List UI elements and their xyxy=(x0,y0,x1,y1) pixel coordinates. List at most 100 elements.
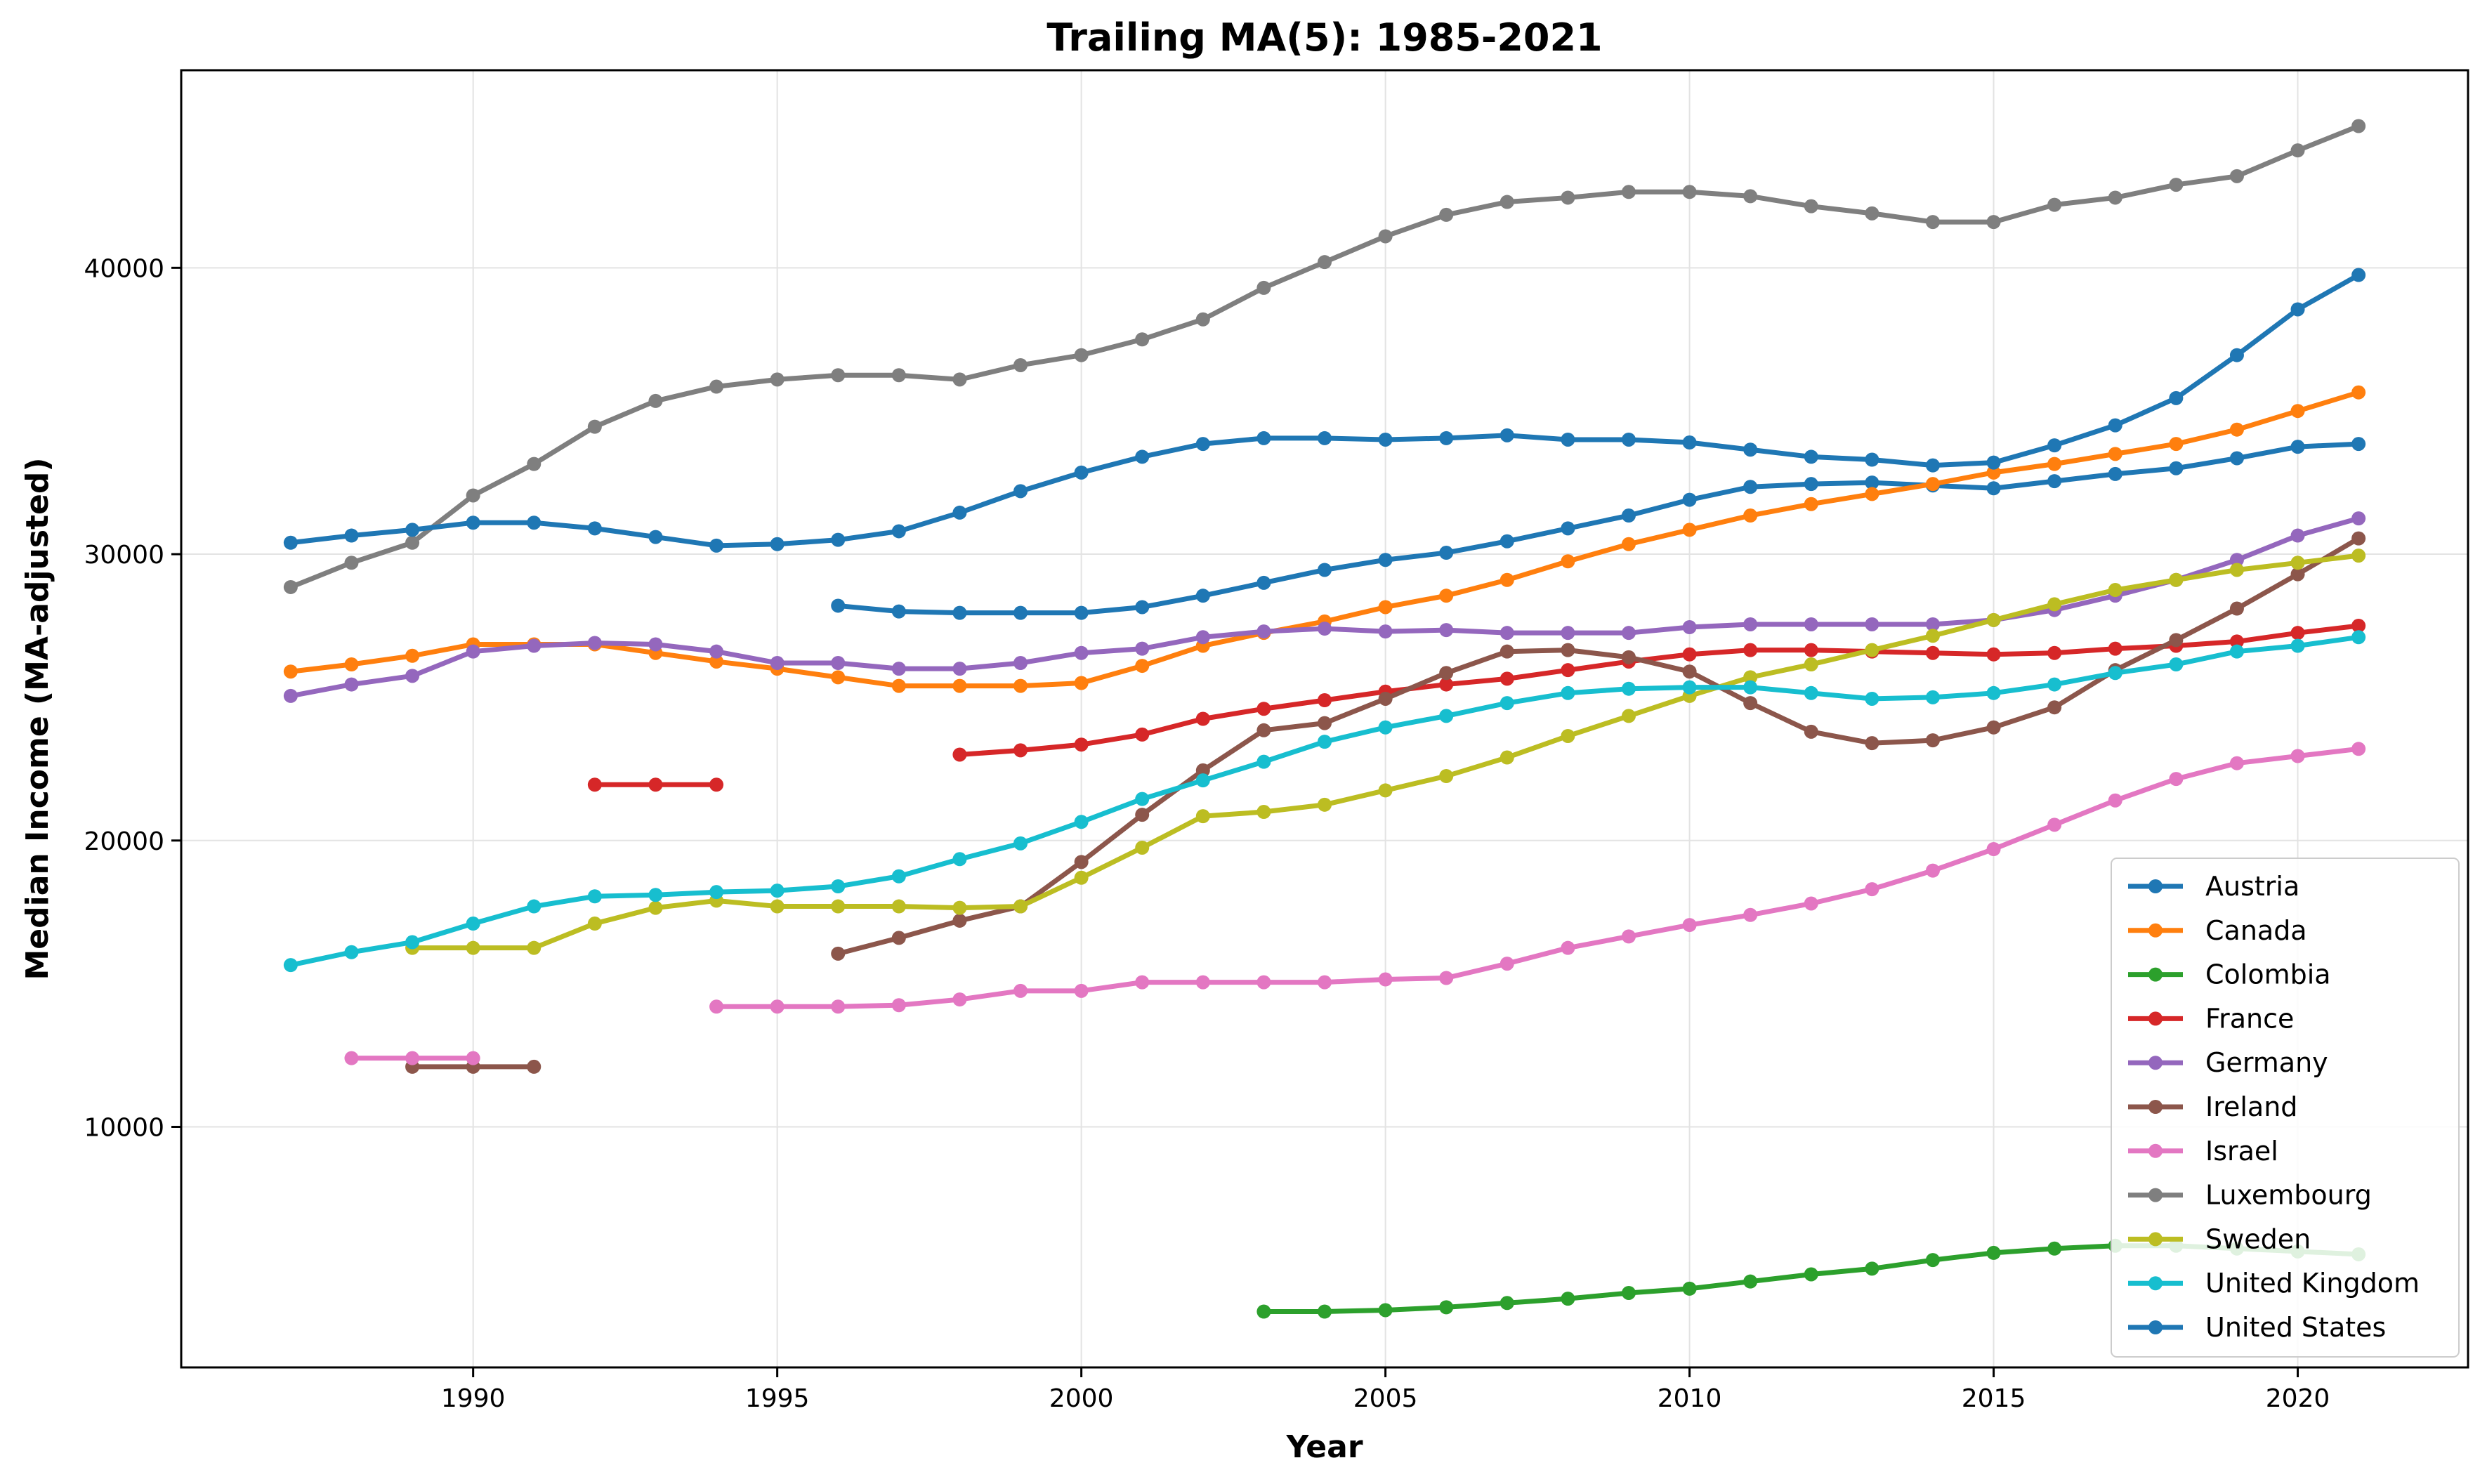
data-point-germany xyxy=(2351,511,2366,526)
legend-label: Canada xyxy=(2205,915,2307,946)
data-point-sweden xyxy=(1743,670,1758,685)
legend-item-luxembourg: Luxembourg xyxy=(2128,1180,2372,1211)
data-point-colombia xyxy=(1682,1281,1697,1296)
data-point-sweden xyxy=(1500,750,1514,765)
data-point-luxembourg xyxy=(2229,169,2244,183)
series-france xyxy=(587,618,2366,792)
data-point-france xyxy=(1074,737,1089,752)
data-point-france xyxy=(2229,634,2244,649)
data-point-canada xyxy=(2351,385,2366,400)
data-point-austria xyxy=(1500,534,1514,549)
data-point-germany xyxy=(1743,617,1758,631)
data-point-canada xyxy=(1682,523,1697,537)
data-point-luxembourg xyxy=(770,372,785,387)
data-point-ireland xyxy=(2290,567,2305,582)
y-axis-title: Median Income (MA-adjusted) xyxy=(20,457,55,980)
data-point-united-states xyxy=(1013,484,1028,499)
legend-label: Ireland xyxy=(2205,1091,2297,1122)
data-point-luxembourg xyxy=(1013,357,1028,372)
data-point-ireland xyxy=(1074,855,1089,869)
legend-label: Sweden xyxy=(2205,1223,2311,1254)
data-point-ireland xyxy=(1925,733,1940,748)
legend-item-germany: Germany xyxy=(2128,1047,2328,1078)
data-point-canada xyxy=(1743,508,1758,523)
data-point-united-states xyxy=(1195,437,1210,452)
data-point-sweden xyxy=(1318,797,1332,812)
data-point-sweden xyxy=(1439,769,1454,784)
data-point-germany xyxy=(709,644,724,659)
data-point-germany xyxy=(648,637,663,652)
series-line-austria xyxy=(835,441,2361,616)
data-point-ireland xyxy=(1621,650,1636,664)
series-sweden xyxy=(405,549,2366,955)
data-point-israel xyxy=(770,999,785,1014)
data-point-sweden xyxy=(1195,809,1210,824)
data-point-sweden xyxy=(2169,572,2184,587)
data-point-france xyxy=(1135,727,1150,742)
data-point-united-states xyxy=(2108,418,2122,433)
data-point-sweden xyxy=(2229,563,2244,577)
data-point-ireland xyxy=(1804,724,1818,739)
data-point-austria xyxy=(831,598,846,613)
data-point-canada xyxy=(2108,447,2122,461)
data-point-sweden xyxy=(527,940,542,955)
data-point-canada xyxy=(1986,465,2001,480)
data-point-united-kingdom xyxy=(709,885,724,900)
data-point-united-states xyxy=(648,530,663,544)
data-point-colombia xyxy=(1865,1261,1879,1276)
data-point-united-states xyxy=(1500,428,1514,442)
data-point-germany xyxy=(283,688,298,703)
data-point-united-states xyxy=(2229,348,2244,362)
data-point-luxembourg xyxy=(1135,332,1150,347)
data-point-austria xyxy=(2229,451,2244,466)
series-israel xyxy=(344,742,2366,1065)
data-point-luxembourg xyxy=(2290,143,2305,158)
data-point-austria xyxy=(1743,480,1758,494)
data-point-austria xyxy=(1013,605,1028,620)
grid xyxy=(181,70,2468,1367)
legend-label: Israel xyxy=(2205,1136,2278,1167)
data-point-sweden xyxy=(2047,597,2062,612)
legend-marker xyxy=(2148,1188,2163,1202)
data-point-canada xyxy=(709,654,724,669)
data-point-israel xyxy=(1986,842,2001,857)
data-point-luxembourg xyxy=(1682,185,1697,199)
data-point-united-kingdom xyxy=(648,888,663,902)
legend-marker xyxy=(2148,1011,2163,1026)
data-point-germany xyxy=(1561,626,1575,641)
data-point-united-kingdom xyxy=(283,958,298,973)
data-point-ireland xyxy=(1865,736,1879,751)
data-point-united-kingdom xyxy=(587,889,602,904)
data-point-luxembourg xyxy=(2108,190,2122,205)
data-point-canada xyxy=(1439,589,1454,603)
data-point-luxembourg xyxy=(1743,189,1758,204)
data-point-luxembourg xyxy=(466,488,480,503)
data-point-united-kingdom xyxy=(1074,815,1089,829)
data-point-luxembourg xyxy=(1621,185,1636,199)
data-point-united-states xyxy=(1561,432,1575,447)
data-point-austria xyxy=(891,604,906,619)
data-point-ireland xyxy=(1439,666,1454,681)
series-luxembourg xyxy=(283,119,2366,594)
data-point-united-states xyxy=(1621,432,1636,447)
data-point-germany xyxy=(952,662,967,676)
data-point-israel xyxy=(1925,863,1940,878)
data-point-canada xyxy=(405,648,420,663)
data-point-colombia xyxy=(1621,1285,1636,1300)
data-point-united-states xyxy=(1135,449,1150,464)
legend-marker xyxy=(2148,1232,2163,1247)
data-point-luxembourg xyxy=(1561,190,1575,205)
data-point-canada xyxy=(2169,437,2184,452)
data-point-israel xyxy=(831,999,846,1014)
data-point-luxembourg xyxy=(2169,178,2184,192)
data-point-sweden xyxy=(1378,783,1393,798)
data-point-ireland xyxy=(1195,763,1210,777)
y-tick-label: 30000 xyxy=(84,541,164,570)
data-point-ireland xyxy=(831,946,846,961)
y-tick-label: 10000 xyxy=(84,1114,164,1143)
data-point-united-kingdom xyxy=(1925,690,1940,704)
data-point-france xyxy=(709,777,724,792)
data-point-ireland xyxy=(2047,700,2062,715)
data-point-israel xyxy=(1074,983,1089,998)
data-point-united-kingdom xyxy=(1013,836,1028,851)
